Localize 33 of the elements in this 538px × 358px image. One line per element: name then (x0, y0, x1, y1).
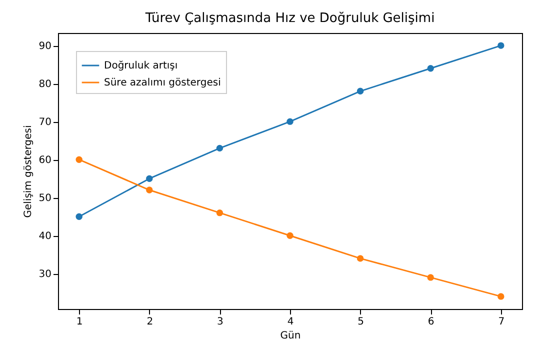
point (356, 88, 364, 95)
y-tick-label: 50 (38, 193, 52, 204)
point (216, 209, 224, 216)
y-tick-label: 40 (38, 231, 52, 242)
point (286, 232, 294, 239)
y-tick-label: 80 (38, 79, 52, 90)
point (498, 293, 504, 300)
chart-title: Türev Çalışmasında Hız ve Doğruluk Gelişimi (144, 11, 435, 26)
legend-label: Doğruluk artışı (104, 60, 178, 72)
x-axis-title: Gün (280, 330, 301, 342)
point (427, 65, 434, 72)
x-tick-label: 1 (76, 316, 83, 328)
y-axis-title: Gelişim göstergesi (22, 125, 34, 218)
point (76, 156, 82, 163)
point (216, 144, 224, 152)
y-tick-label: 90 (38, 41, 52, 52)
legend-label: Süre azalımı göstergesi (104, 78, 221, 88)
point (76, 213, 82, 220)
point (146, 175, 153, 182)
x-tick-label: 3 (217, 316, 224, 328)
x-tick-label: 4 (287, 316, 294, 328)
point (356, 255, 364, 262)
x-tick-label: 6 (428, 316, 434, 328)
x-tick-label: 7 (498, 316, 505, 328)
y-tick-label: 70 (38, 117, 52, 128)
point (498, 42, 504, 49)
x-tick-label: 2 (146, 316, 154, 328)
y-tick-label: 60 (38, 155, 52, 166)
y-tick-label: 30 (38, 269, 52, 280)
point (146, 186, 153, 194)
point (286, 118, 294, 125)
x-tick-label: 5 (358, 316, 364, 328)
point (427, 274, 434, 281)
